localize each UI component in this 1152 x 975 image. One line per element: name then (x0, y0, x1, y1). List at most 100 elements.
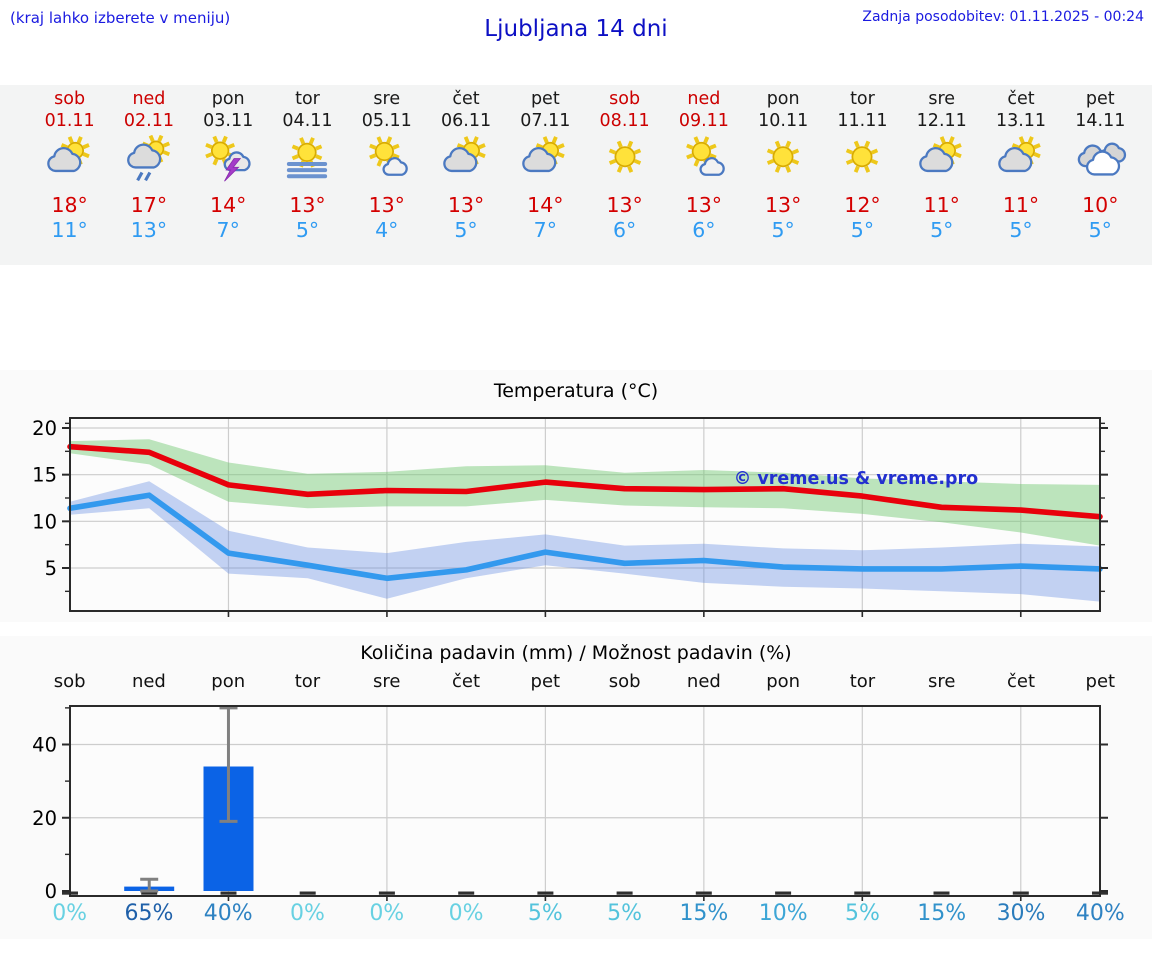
high-temperature: 17° (130, 193, 168, 217)
day-name: tor (295, 89, 320, 109)
svg-text:20: 20 (32, 417, 57, 440)
day-date: 03.11 (203, 111, 254, 131)
svg-text:10: 10 (32, 510, 57, 533)
day-name: sob (54, 89, 86, 109)
forecast-columns: sob 01.11 18° 11° ned 02.11 17° 13° pon 03.11 14° 7… (30, 88, 1140, 243)
day-column: pet 07.11 14° 7° (506, 88, 585, 243)
high-temperature: 13° (765, 193, 802, 217)
precip-chart-title: Količina padavin (mm) / Možnost padavin … (360, 642, 792, 664)
low-temperature: 5° (454, 218, 478, 242)
low-temperature: 5° (1009, 218, 1033, 242)
temperature-chart-title: Temperatura (°C) (493, 380, 659, 402)
day-name: sre (928, 89, 956, 109)
precip-probability: 40% (203, 901, 253, 926)
day-column: pon 10.11 13° 5° (744, 88, 823, 243)
high-temperature: 13° (368, 193, 405, 217)
precip-probability: 65% (124, 901, 174, 926)
high-temperature: 18° (51, 193, 88, 217)
day-column: sob 01.11 18° 11° (30, 88, 109, 243)
last-update-text: Zadnja posodobitev: 01.11.2025 - 00:24 (862, 9, 1144, 25)
low-temperature: 7° (533, 218, 557, 242)
precip-probability: 30% (996, 901, 1046, 926)
day-column: ned 02.11 17° 13° (109, 88, 188, 243)
precip-day-label: čet (452, 671, 481, 692)
high-temperature: 12° (844, 193, 881, 217)
high-temperature: 11° (923, 193, 960, 217)
sun-icon (608, 140, 641, 173)
precip-probability: 15% (679, 901, 729, 926)
sun-cloud-rain-icon (127, 134, 170, 182)
day-date: 07.11 (520, 111, 571, 131)
svg-text:5: 5 (45, 557, 57, 580)
day-date: 10.11 (758, 111, 809, 131)
precip-day-label: sre (928, 671, 956, 692)
precip-day-label: sre (373, 671, 401, 692)
low-temperature: 6° (612, 218, 637, 242)
day-date: 04.11 (282, 111, 333, 131)
precip-day-label: tor (849, 671, 876, 692)
high-temperature: 11° (1002, 193, 1040, 217)
precip-day-label: pon (211, 671, 246, 692)
high-temperature: 14° (210, 193, 247, 217)
precip-day-label: pet (530, 671, 561, 692)
sun-cloud-icon (918, 136, 962, 173)
day-name: tor (850, 89, 875, 109)
low-temperature: 11° (51, 218, 88, 242)
day-column: čet 06.11 13° 5° (426, 88, 505, 243)
low-temperature: 5° (1088, 218, 1112, 242)
svg-text:20: 20 (32, 807, 57, 830)
day-name: sob (609, 89, 641, 109)
high-temperature: 13° (685, 193, 723, 217)
day-date: 14.11 (1075, 111, 1126, 131)
day-column: sre 12.11 11° 5° (902, 88, 981, 243)
sun-small-cloud-icon (685, 136, 725, 176)
sun-cloud-icon (522, 136, 566, 173)
day-date: 11.11 (837, 111, 888, 131)
sun-small-cloud-icon (368, 136, 408, 176)
low-temperature: 7° (216, 218, 240, 242)
day-column: ned 09.11 13° 6° (664, 88, 743, 243)
sun-cloud-icon (46, 136, 90, 173)
low-temperature: 13° (130, 218, 168, 242)
low-temperature: 4° (375, 218, 399, 242)
precip-day-label: pon (766, 671, 801, 692)
day-date: 13.11 (995, 111, 1047, 131)
precip-probability: 5% (527, 901, 563, 926)
sun-fog-icon (287, 137, 328, 179)
page-title: Ljubljana 14 dni (484, 16, 668, 42)
day-name: pon (211, 89, 245, 109)
precipitation-chart: 0 20 40 (32, 705, 1108, 901)
high-temperature: 13° (606, 193, 643, 217)
day-name: čet (1007, 89, 1035, 109)
svg-text:15: 15 (32, 464, 57, 487)
low-temperature: 5° (295, 218, 320, 242)
day-column: pon 03.11 14° 7° (189, 88, 268, 243)
day-name: ned (132, 89, 166, 109)
svg-text:40: 40 (32, 734, 57, 757)
sun-cloud-lightning-icon (205, 135, 251, 182)
precip-day-label: sob (53, 671, 86, 692)
day-date: 02.11 (123, 111, 174, 131)
precip-probability: 40% (1075, 901, 1125, 926)
precip-day-label: sob (608, 671, 641, 692)
high-temperature: 10° (1082, 193, 1119, 217)
low-temperature: 5° (930, 218, 954, 242)
menu-hint-link[interactable]: (kraj lahko izberete v meniju) (10, 9, 231, 27)
svg-text:0: 0 (45, 880, 57, 901)
low-temperature: 6° (692, 218, 716, 242)
day-name: pet (530, 89, 560, 109)
day-column: pet 14.11 10° 5° (1061, 88, 1140, 243)
day-date: 01.11 (44, 111, 95, 131)
day-date: 06.11 (440, 111, 492, 131)
temperature-chart: 5 10 15 20 © vreme.us & vreme.pro (32, 417, 1108, 617)
precip-day-labels: sob ned pon tor sre čet pet sob ned pon tor sre čet p… (30, 671, 1140, 692)
day-column: tor 11.11 12° 5° (823, 88, 902, 243)
day-date: 08.11 (599, 111, 650, 131)
precip-day-label: ned (686, 671, 721, 692)
day-column: tor 04.11 13° 5° (268, 88, 347, 243)
clouds-icon (1078, 142, 1127, 176)
sun-cloud-icon (443, 136, 486, 173)
high-temperature: 14° (527, 193, 564, 217)
precip-probability: 10% (758, 901, 808, 926)
precip-probability: 0% (369, 901, 405, 926)
